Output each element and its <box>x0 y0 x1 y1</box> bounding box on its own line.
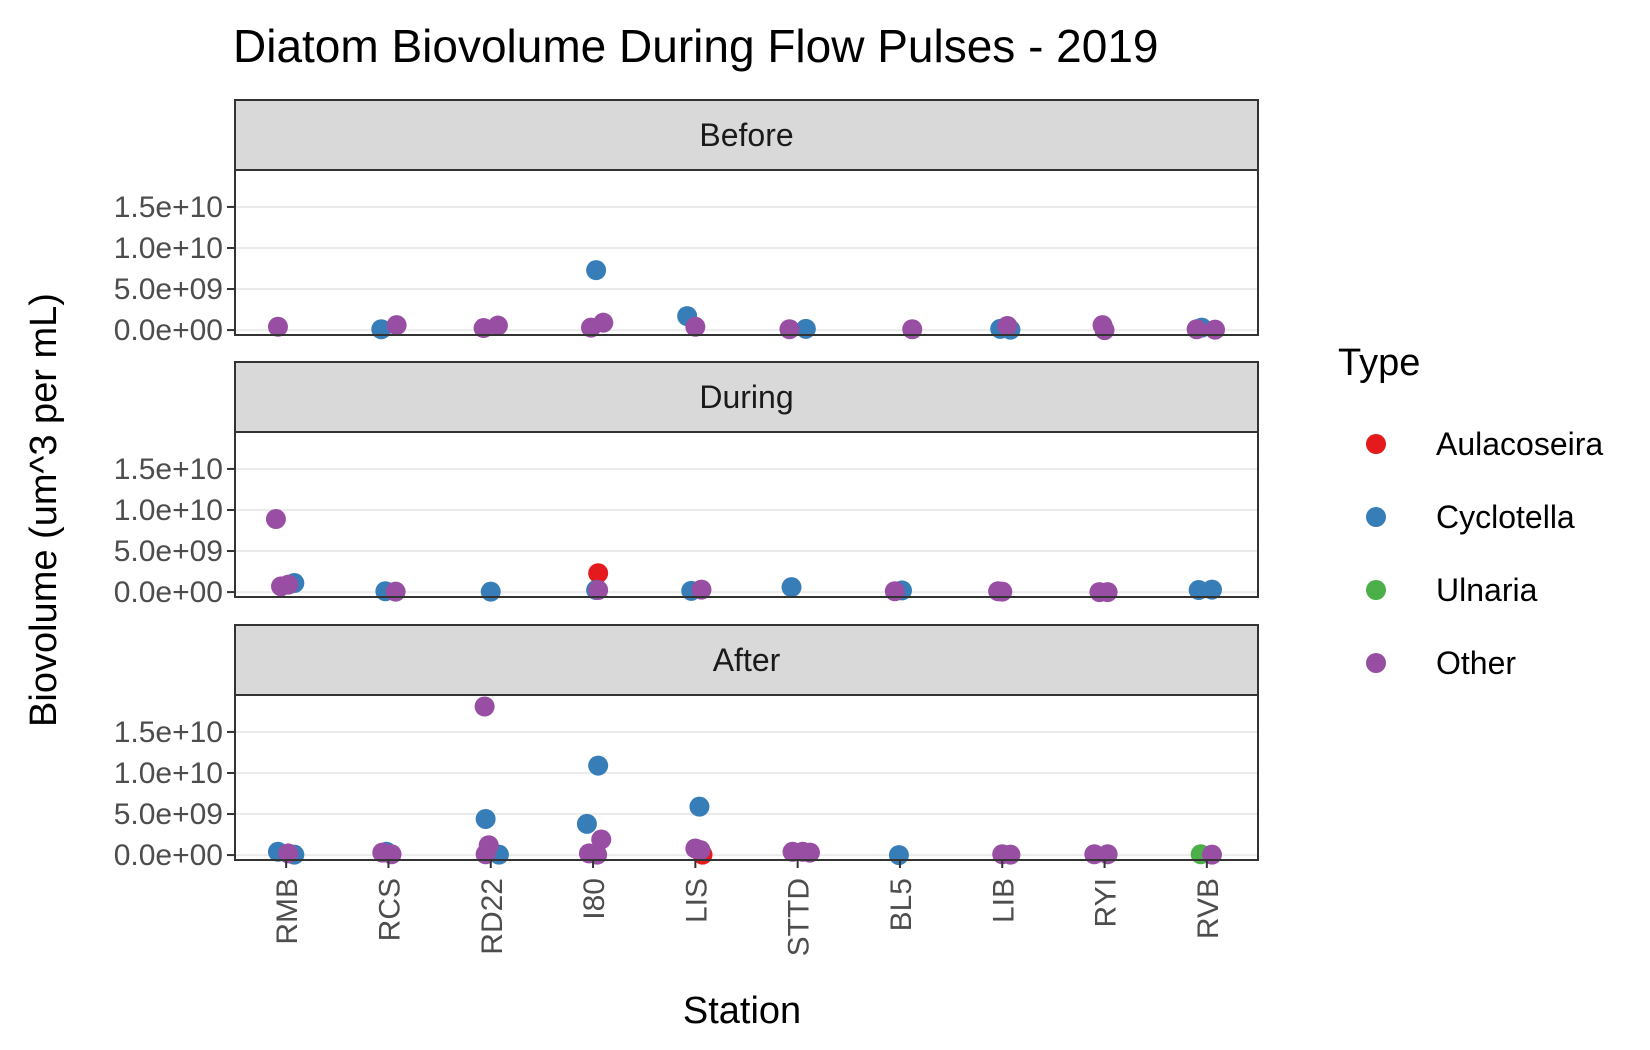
y-tick-label: 0.0e+00 <box>114 839 223 872</box>
point-other <box>386 315 407 336</box>
point-other <box>1201 844 1222 865</box>
x-tick-label: RVB <box>1192 878 1225 939</box>
facet-panel-after: After 0.0e+00 5.0e+09 1.0e+10 1.5e+10 <box>114 624 1259 872</box>
legend-label: Other <box>1436 645 1516 681</box>
legend-label: Cyclotella <box>1436 499 1575 535</box>
facet-panels: Before0.0e+005.0e+091.0e+101.5e+10During… <box>114 99 1259 872</box>
point-other <box>278 574 299 595</box>
y-tick-label: 1.0e+10 <box>114 232 223 265</box>
facet-strip-label: After <box>713 642 781 678</box>
point-other <box>992 581 1013 602</box>
facet-strip-label: During <box>699 379 793 415</box>
panel-background <box>235 695 1258 860</box>
x-axis-title: Station <box>683 990 801 1032</box>
y-tick-label: 1.0e+10 <box>114 757 223 790</box>
point-other <box>779 319 800 340</box>
y-tick-label: 5.0e+09 <box>114 798 223 831</box>
legend-label: Aulacoseira <box>1436 426 1603 462</box>
legend-label: Ulnaria <box>1436 572 1538 608</box>
x-tick-label: RMB <box>271 878 304 945</box>
x-tick-label: LIS <box>680 878 713 923</box>
y-tick-label: 1.0e+10 <box>114 494 223 527</box>
facet-panel-during: During 0.0e+00 5.0e+09 1.0e+10 1.5e+10 <box>114 361 1259 609</box>
legend-entry-ulnaria: Ulnaria <box>1366 572 1538 608</box>
point-other <box>475 844 496 865</box>
point-cyclotella <box>1201 579 1222 600</box>
y-tick-label: 1.5e+10 <box>114 191 223 224</box>
facet-strip-label: Before <box>699 117 793 153</box>
chart-title: Diatom Biovolume During Flow Pulses - 20… <box>233 20 1159 72</box>
point-cyclotella <box>576 813 597 834</box>
legend-key <box>1366 507 1386 527</box>
point-cyclotella <box>888 845 909 866</box>
point-other <box>690 840 711 861</box>
point-other <box>1000 844 1021 865</box>
point-cyclotella <box>475 808 496 829</box>
y-tick-label: 5.0e+09 <box>114 535 223 568</box>
point-other <box>474 696 495 717</box>
point-other <box>278 843 299 864</box>
x-tick-label: STTD <box>783 878 816 956</box>
point-cyclotella <box>689 796 710 817</box>
point-other <box>487 315 508 336</box>
point-other <box>799 842 820 863</box>
legend-key <box>1366 580 1386 600</box>
panel-border <box>234 431 1259 598</box>
point-other <box>265 509 286 530</box>
point-other <box>884 581 905 602</box>
x-tick-label: I80 <box>578 878 611 920</box>
point-other <box>588 580 609 601</box>
point-other <box>685 316 706 337</box>
legend-entry-cyclotella: Cyclotella <box>1366 499 1575 535</box>
x-tick-label: RYI <box>1090 878 1123 927</box>
facet-strip <box>234 361 1259 433</box>
x-tick-label: BL5 <box>885 878 918 931</box>
point-other <box>385 581 406 602</box>
point-other <box>1205 319 1226 340</box>
point-cyclotella <box>588 755 609 776</box>
point-other <box>593 312 614 333</box>
panel-background <box>235 432 1258 597</box>
point-other <box>691 579 712 600</box>
point-other <box>591 829 612 850</box>
panel-border <box>234 694 1259 861</box>
x-tick-label: LIB <box>987 878 1020 923</box>
point-other <box>902 319 923 340</box>
point-other <box>267 316 288 337</box>
point-other <box>997 315 1018 336</box>
point-other <box>587 844 608 865</box>
x-axis: RMB RCS RD22 I80 LIS STTD BL5 LIB RYI RVB <box>271 860 1225 956</box>
panel-background <box>235 170 1258 335</box>
point-other <box>1097 844 1118 865</box>
point-cyclotella <box>586 260 607 281</box>
facet-panel-before: Before 0.0e+00 5.0e+09 1.0e+10 1.5e+10 <box>114 99 1259 347</box>
y-tick-label: 1.5e+10 <box>114 453 223 486</box>
point-cyclotella <box>480 581 501 602</box>
legend-key <box>1366 434 1386 454</box>
point-other <box>1186 319 1207 340</box>
point-other <box>381 844 402 865</box>
legend-key <box>1366 653 1386 673</box>
facet-strip <box>234 624 1259 696</box>
panel-border <box>234 169 1259 336</box>
y-tick-label: 0.0e+00 <box>114 576 223 609</box>
legend-entry-aulacoseira: Aulacoseira <box>1366 426 1603 462</box>
facet-strip <box>234 99 1259 171</box>
x-tick-label: RD22 <box>476 878 509 955</box>
x-tick-label: RCS <box>373 878 406 941</box>
y-tick-label: 0.0e+00 <box>114 314 223 347</box>
y-tick-label: 5.0e+09 <box>114 273 223 306</box>
point-other <box>1097 582 1118 603</box>
legend-title: Type <box>1338 342 1420 384</box>
y-tick-label: 1.5e+10 <box>114 716 223 749</box>
legend-entry-other: Other <box>1366 645 1516 681</box>
legend: Type Aulacoseira Cyclotella Ulnaria Other <box>1338 342 1603 681</box>
point-other <box>1094 320 1115 341</box>
point-cyclotella <box>795 318 816 339</box>
point-cyclotella <box>781 577 802 598</box>
point-aulacoseira <box>588 563 609 584</box>
y-axis-title: Biovolume (um^3 per mL) <box>23 293 65 727</box>
